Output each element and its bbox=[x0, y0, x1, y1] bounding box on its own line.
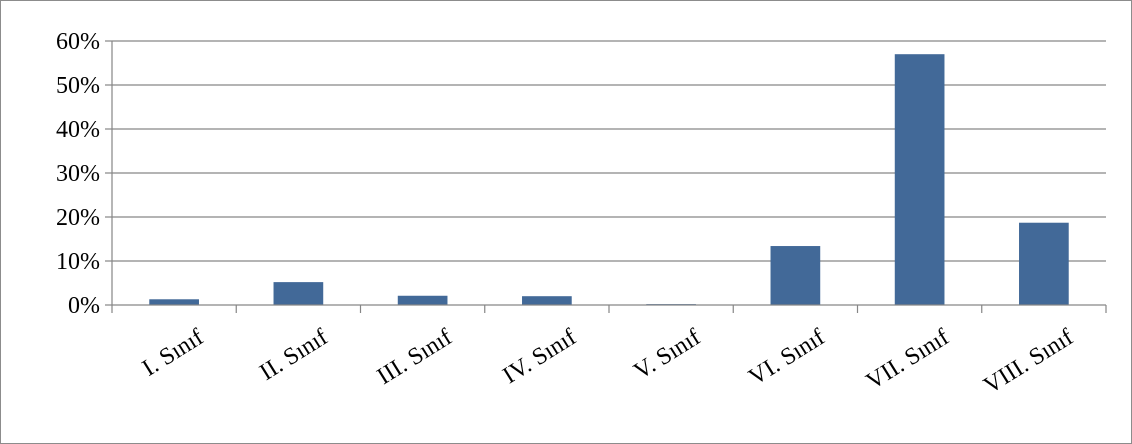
x-category-label: I. Sınıf bbox=[138, 324, 208, 381]
y-tick-label: 60% bbox=[56, 29, 100, 55]
axes bbox=[105, 40, 1107, 313]
x-category-label: II. Sınıf bbox=[255, 324, 332, 386]
bar bbox=[273, 282, 324, 305]
bar bbox=[770, 246, 821, 305]
bars bbox=[149, 54, 1069, 306]
bar bbox=[894, 54, 945, 306]
y-tick-label: 10% bbox=[56, 249, 100, 275]
y-tick-label: 30% bbox=[56, 161, 100, 187]
x-category-label: VII. Sınıf bbox=[862, 324, 954, 395]
y-tick-label: 40% bbox=[56, 117, 100, 143]
y-tick-label: 0% bbox=[68, 293, 100, 319]
bar bbox=[1019, 222, 1069, 305]
x-category-label: VIII. Sınıf bbox=[979, 324, 1078, 399]
x-category-label: III. Sınıf bbox=[373, 324, 457, 390]
gridlines bbox=[112, 40, 1106, 262]
y-tick-label: 20% bbox=[56, 205, 100, 231]
x-tick-labels: I. Sınıf II. Sınıf III. Sınıf IV. Sınıf V. S… bbox=[138, 324, 1078, 399]
y-tick-label: 50% bbox=[56, 73, 100, 99]
x-category-label: IV. Sınıf bbox=[499, 324, 581, 389]
x-category-label: V. Sınıf bbox=[630, 324, 706, 385]
bar bbox=[397, 295, 448, 305]
y-tick-labels: 0% 10% 20% 30% 40% 50% 60% bbox=[56, 29, 100, 319]
bar bbox=[149, 299, 199, 305]
x-category-label: VI. Sınıf bbox=[744, 324, 829, 391]
bar bbox=[522, 296, 572, 305]
